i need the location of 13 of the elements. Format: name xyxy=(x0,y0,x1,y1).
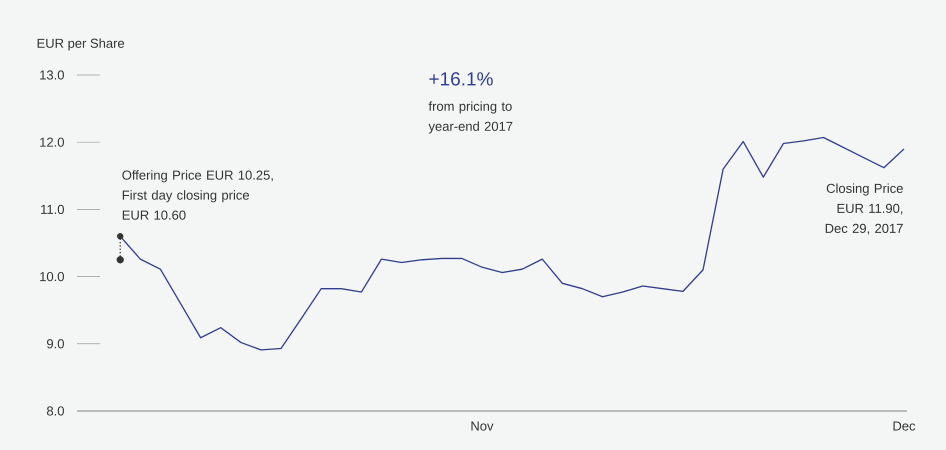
y-tick-label: 12.0 xyxy=(40,138,64,147)
y-tick-label: 9.0 xyxy=(47,339,64,348)
y-tick-label: 10.0 xyxy=(40,272,64,282)
y-axis-title: EUR per Share xyxy=(38,38,124,50)
annotation: +16.1% xyxy=(429,72,493,86)
annotation: Closing Price EUR 11.90, Dec 29, 2017 xyxy=(826,183,903,235)
y-tick-label: 13.0 xyxy=(40,70,64,80)
annotation: Offering Price EUR 10.25, First day closing price EUR 10.60 xyxy=(122,170,273,220)
y-tick-label: 8.0 xyxy=(46,406,64,416)
x-tick-label: Dec xyxy=(893,422,916,431)
y-tick-label: 11.0 xyxy=(41,204,64,214)
annotation: from pricing to year-end 2017 xyxy=(428,101,512,134)
x-tick-label: Nov xyxy=(471,422,494,431)
